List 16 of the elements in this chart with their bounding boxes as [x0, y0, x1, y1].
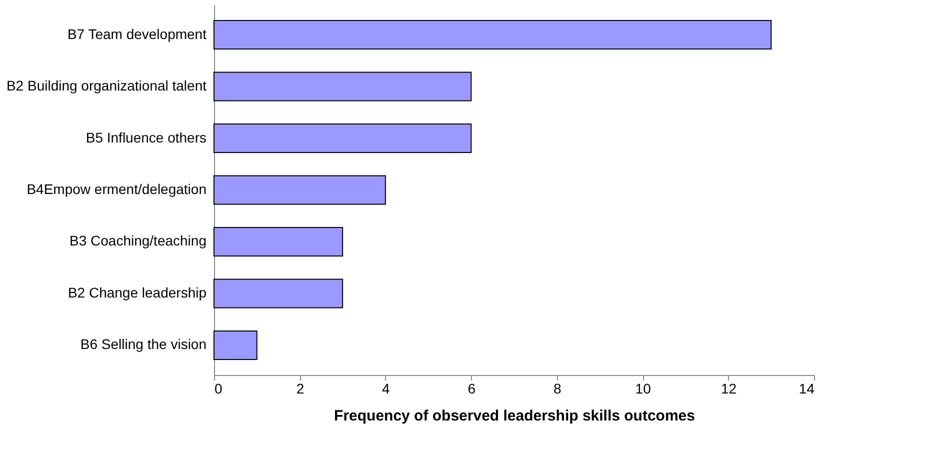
x-tick-label: 14 — [798, 380, 815, 396]
x-tick-label: 0 — [214, 380, 222, 396]
x-tick-label: 12 — [720, 380, 737, 396]
x-tick-label: 6 — [468, 380, 476, 396]
y-tick-label: B7 Team development — [67, 26, 207, 42]
y-tick-label: B4Empow erment/delegation — [26, 181, 206, 197]
x-tick-label: 2 — [296, 380, 304, 396]
y-tick-label: B3 Coaching/teaching — [70, 232, 206, 249]
x-tick-label: 8 — [553, 380, 562, 396]
y-tick-label: B2 Change leadership — [68, 284, 207, 300]
y-tick-label: B5 Influence others — [86, 129, 206, 146]
x-tick-label: 4 — [382, 380, 390, 396]
y-tick-label: B2 Building organizational talent — [6, 78, 207, 94]
x-axis-title: Frequency of observed leadership skills outcomes — [334, 408, 695, 424]
x-tick-label: 10 — [635, 380, 652, 396]
y-tick-label: B6 Selling the vision — [80, 336, 206, 352]
